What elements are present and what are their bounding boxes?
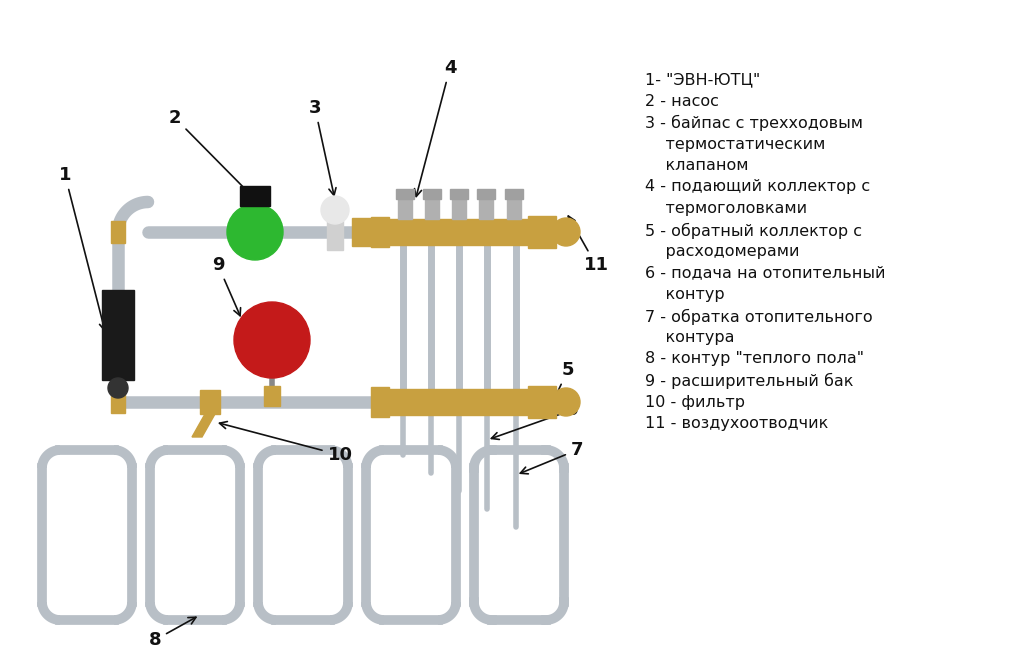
Bar (352, 218, 374, 246)
Text: 3 - байпас с трехходовым: 3 - байпас с трехходовым (645, 115, 863, 131)
Bar (264, 386, 280, 406)
Text: 7 - обратка отопительного: 7 - обратка отопительного (645, 308, 872, 325)
Circle shape (552, 388, 580, 416)
Text: 6 - подача на отопительный: 6 - подача на отопительный (645, 266, 886, 281)
Circle shape (552, 218, 580, 246)
Bar (425, 197, 439, 219)
Bar (505, 189, 523, 199)
Bar (371, 217, 389, 247)
Text: 11: 11 (568, 216, 608, 274)
Bar (452, 197, 466, 219)
Text: 8: 8 (148, 617, 196, 649)
Circle shape (227, 204, 283, 260)
Text: 3: 3 (309, 99, 336, 196)
Text: 11 - воздухоотводчик: 11 - воздухоотводчик (645, 416, 828, 431)
Text: термоголовками: термоголовками (645, 201, 807, 216)
Text: 5: 5 (550, 361, 574, 408)
Text: 4 - подающий коллектор с: 4 - подающий коллектор с (645, 179, 870, 194)
Text: 6: 6 (492, 401, 579, 440)
Bar (398, 197, 412, 219)
Bar (385, 389, 534, 415)
Text: 9 - расширительный бак: 9 - расширительный бак (645, 373, 853, 389)
Text: 9: 9 (212, 256, 241, 316)
Bar (111, 391, 125, 413)
Text: контура: контура (645, 330, 734, 345)
Bar (396, 189, 414, 199)
Bar (528, 216, 556, 248)
Bar (528, 386, 556, 418)
Bar (240, 186, 270, 206)
Circle shape (108, 378, 128, 398)
Bar (102, 290, 134, 380)
Text: 2 - насос: 2 - насос (645, 94, 719, 109)
Bar (111, 221, 125, 243)
Text: клапаном: клапаном (645, 158, 749, 173)
Circle shape (321, 196, 349, 224)
Bar (479, 197, 493, 219)
Text: контур: контур (645, 287, 725, 302)
Circle shape (234, 302, 310, 378)
Text: термостатическим: термостатическим (645, 136, 825, 152)
Text: расходомерами: расходомерами (645, 244, 800, 259)
Bar (507, 197, 521, 219)
Text: 1: 1 (58, 166, 106, 331)
Text: 7: 7 (520, 441, 584, 474)
Text: 1- "ЭВН-ЮТЦ": 1- "ЭВН-ЮТЦ" (645, 72, 760, 87)
Text: 2: 2 (169, 109, 252, 196)
Bar (371, 387, 389, 417)
Text: 5 - обратный коллектор с: 5 - обратный коллектор с (645, 223, 862, 239)
Text: 4: 4 (415, 59, 457, 196)
Text: 10: 10 (219, 422, 352, 464)
Bar (450, 189, 468, 199)
Bar (385, 219, 534, 245)
Text: 10 - фильтр: 10 - фильтр (645, 395, 745, 409)
Text: 8 - контур "теплого пола": 8 - контур "теплого пола" (645, 351, 864, 366)
Bar (327, 214, 343, 250)
Bar (477, 189, 495, 199)
Polygon shape (193, 414, 215, 437)
Bar (423, 189, 441, 199)
Bar (200, 390, 220, 414)
